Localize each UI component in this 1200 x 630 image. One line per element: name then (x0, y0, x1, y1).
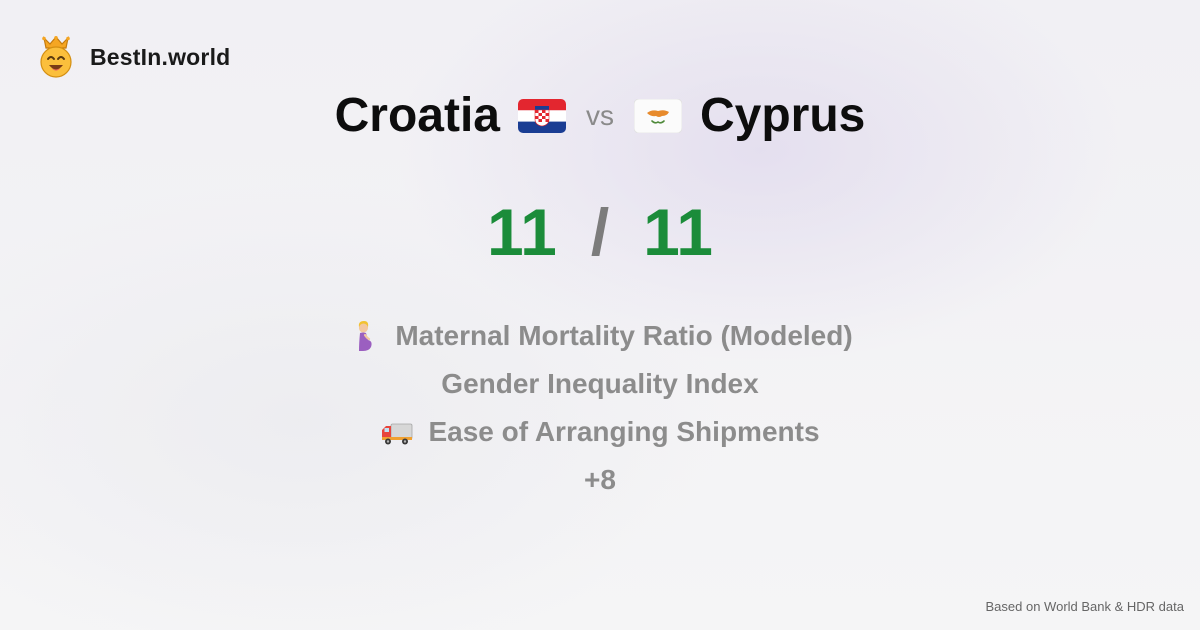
comparison-title: Croatia vs (0, 86, 1200, 146)
right-score: 11 (643, 195, 713, 269)
brand[interactable]: BestIn.world (38, 36, 230, 78)
brand-name: BestIn.world (90, 43, 231, 70)
score-row: 11 / 11 (0, 194, 1200, 270)
metric-item: Maternal Mortality Ratio (Modeled) (347, 312, 853, 360)
left-country-name: Croatia (334, 89, 500, 142)
metric-item: Gender Inequality Index (441, 360, 758, 408)
left-score: 11 (487, 195, 557, 269)
metric-label: Gender Inequality Index (441, 368, 759, 399)
cyprus-flag-icon (634, 99, 682, 133)
metric-item: Ease of Arranging Shipments (380, 408, 820, 456)
metric-label: Ease of Arranging Shipments (428, 416, 820, 447)
delivery-truck-icon (382, 423, 413, 445)
vs-label: vs (586, 100, 614, 131)
more-metrics-count[interactable]: +8 (584, 464, 616, 495)
metric-label: Maternal Mortality Ratio (Modeled) (395, 320, 853, 351)
right-country-name: Cyprus (700, 89, 866, 142)
pregnant-woman-icon (359, 321, 372, 351)
score-separator: / (590, 195, 610, 269)
croatia-flag-icon (518, 99, 566, 133)
data-source-note: Based on World Bank & HDR data (985, 599, 1184, 614)
crowned-smiley-icon (40, 36, 72, 78)
metrics-list: Maternal Mortality Ratio (Modeled) Gende… (0, 312, 1200, 504)
